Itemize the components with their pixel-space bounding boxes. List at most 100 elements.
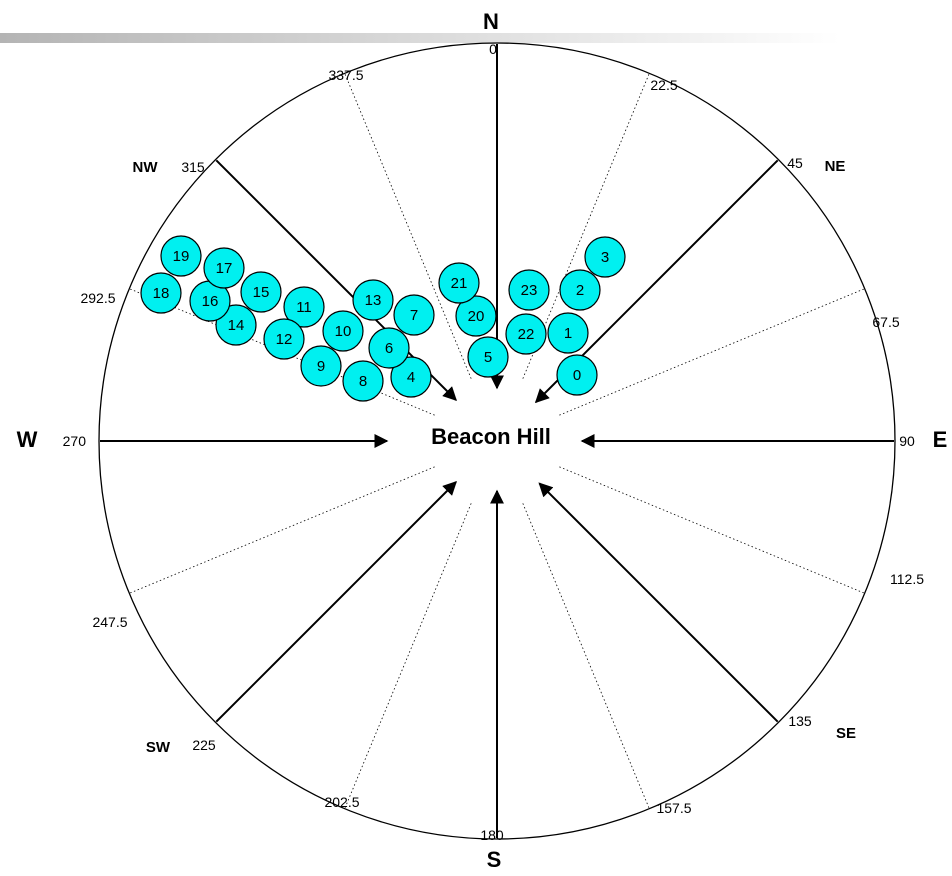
bubble-12: 12 (263, 318, 305, 360)
bubble-21: 21 (438, 262, 480, 304)
bubble-circle (584, 236, 626, 278)
bubble-label: 15 (253, 284, 270, 301)
minor-ray-337-5 (344, 74, 473, 382)
bubble-circle (467, 336, 509, 378)
bubble-9: 9 (300, 345, 342, 387)
bubble-label: 3 (601, 249, 609, 266)
bubble-7: 7 (393, 294, 435, 336)
bubble-circle (160, 235, 202, 277)
bubble-circle (556, 354, 598, 396)
bubble-circle (368, 327, 410, 369)
bubble-circle (352, 279, 394, 321)
bubble-11: 11 (283, 286, 325, 328)
bubble-label: 12 (276, 331, 293, 348)
minor-ray-202-5 (344, 500, 473, 808)
bubble-17: 17 (203, 247, 245, 289)
bubble-label: 17 (216, 260, 233, 277)
bubble-circle (438, 262, 480, 304)
bubble-label: 19 (173, 248, 190, 265)
minor-ray-157-5 (521, 500, 650, 808)
degree-labels: 022.54567.590112.5135157.5180202.5225247… (63, 41, 925, 843)
bubble-label: 7 (410, 307, 418, 324)
bubble-3: 3 (584, 236, 626, 278)
bubble-label: 9 (317, 358, 325, 375)
outer-circle (98, 42, 896, 840)
bubble-23: 23 (508, 269, 550, 311)
bubble-8: 8 (342, 360, 384, 402)
bubble-label: 22 (518, 326, 535, 343)
bubble-circle (390, 356, 432, 398)
degree-label-225: 225 (192, 737, 216, 753)
bubble-label: 14 (228, 317, 245, 334)
bubble-label: 18 (153, 285, 170, 302)
bubble-circle (140, 272, 182, 314)
cardinal-w: W (17, 427, 38, 452)
bubble-16: 16 (189, 280, 231, 322)
bubble-label: 21 (451, 275, 468, 292)
bubble-4: 4 (390, 356, 432, 398)
cardinal-s: S (487, 847, 502, 872)
bubble-circle (342, 360, 384, 402)
bubble-label: 5 (484, 349, 492, 366)
degree-label-202-5: 202.5 (324, 794, 359, 810)
bubble-15: 15 (240, 271, 282, 313)
minor-ray-112-5 (556, 465, 864, 594)
direction-rays (100, 44, 894, 838)
bubble-1: 1 (547, 312, 589, 354)
bubble-circle (283, 286, 325, 328)
minor-ray-67-5 (556, 288, 864, 417)
bubble-label: 2 (576, 282, 584, 299)
bubble-20: 20 (455, 295, 497, 337)
bubble-circle (455, 295, 497, 337)
bubble-label: 8 (359, 373, 367, 390)
bubble-label: 16 (202, 293, 219, 310)
intercardinal-sw: SW (146, 739, 171, 756)
intercardinal-ne: NE (825, 158, 846, 175)
title-gradient-bar (0, 33, 840, 43)
bubble-2: 2 (559, 269, 601, 311)
bubble-circle (559, 269, 601, 311)
minor-ray-292-5 (130, 288, 438, 417)
degree-label-0: 0 (489, 41, 497, 57)
degree-label-337-5: 337.5 (328, 67, 363, 83)
bubble-circle (505, 313, 547, 355)
bubble-circle (393, 294, 435, 336)
bubble-circle (300, 345, 342, 387)
bubble-label: 20 (468, 308, 485, 325)
intercardinal-nw: NW (133, 159, 159, 176)
bubble-19: 19 (160, 235, 202, 277)
bubble-label: 13 (365, 292, 382, 309)
bubble-5: 5 (467, 336, 509, 378)
center-label: Beacon Hill (431, 424, 551, 449)
bubble-label: 11 (296, 299, 312, 316)
bubble-label: 4 (407, 369, 415, 386)
degree-label-90: 90 (899, 433, 915, 449)
cardinal-e: E (933, 427, 948, 452)
bubble-circle (203, 247, 245, 289)
minor-ray-247-5 (130, 465, 438, 594)
bubble-label: 0 (573, 367, 581, 384)
bubble-circle (240, 271, 282, 313)
degree-label-315: 315 (181, 159, 205, 175)
degree-label-112-5: 112.5 (890, 571, 924, 587)
bubble-circle (322, 310, 364, 352)
bubble-circle (215, 304, 257, 346)
degree-label-292-5: 292.5 (80, 290, 115, 306)
degree-label-22-5: 22.5 (650, 77, 677, 93)
bubble-circle (263, 318, 305, 360)
degree-label-45: 45 (787, 155, 803, 171)
bubble-circle (508, 269, 550, 311)
bubble-label: 23 (521, 282, 538, 299)
bubble-10: 10 (322, 310, 364, 352)
bubble-6: 6 (368, 327, 410, 369)
bubble-label: 6 (385, 340, 393, 357)
bubble-18: 18 (140, 272, 182, 314)
bubble-label: 10 (335, 323, 352, 340)
degree-label-180: 180 (480, 827, 504, 843)
arrow-225 (215, 481, 457, 723)
bubble-0: 0 (556, 354, 598, 396)
degree-label-67-5: 67.5 (872, 314, 899, 330)
arrow-135 (538, 482, 779, 723)
